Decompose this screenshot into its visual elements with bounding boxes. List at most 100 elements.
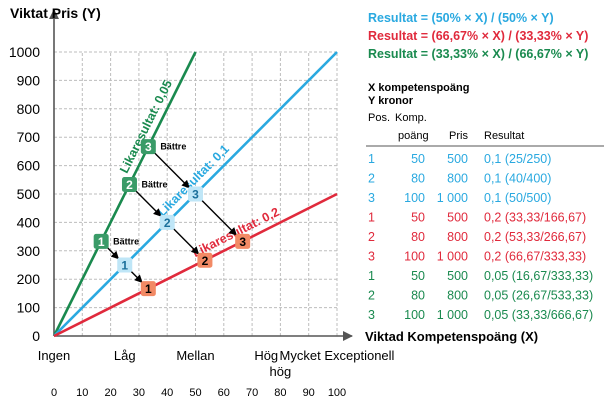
table-cell-resultat: 0,2 (66,67/333,33)	[484, 250, 586, 264]
table-cell-resultat: 0,1 (25/250)	[484, 152, 551, 166]
x-tick-label: 30	[133, 387, 145, 399]
marker-box	[159, 214, 175, 230]
table-cell-pos: 3	[368, 191, 375, 205]
table-cell-komp: 100	[404, 308, 425, 322]
table-cell-pos: 2	[368, 172, 375, 186]
x-tick-label: 0	[51, 387, 57, 399]
y-tick-label: 200	[17, 271, 41, 287]
legend-formula: Resultat = (66,67% × X) / (33,33% × Y)	[368, 29, 588, 43]
x-category-label: Mellan	[176, 348, 214, 363]
table-cell-komp: 50	[411, 211, 425, 225]
x-tick-label: 10	[76, 387, 88, 399]
x-tick-label: 40	[161, 387, 173, 399]
marker-box	[121, 177, 137, 193]
series-label: Likaresultat: 0,2	[190, 205, 281, 260]
table-cell-komp: 50	[411, 269, 425, 283]
x-category-label: hög	[270, 364, 292, 379]
y-tick-label: 0	[32, 328, 40, 344]
y-tick-label: 100	[17, 300, 41, 316]
arrow	[173, 228, 200, 255]
table-cell-resultat: 0,05 (33,33/666,67)	[484, 308, 593, 322]
table-cell-pris: 1 000	[437, 308, 468, 322]
arrows	[107, 152, 238, 283]
table-header-resultat: Resultat	[484, 130, 524, 142]
series-label-group: Likaresultat: 0,2	[190, 205, 281, 260]
x-tick-label: 60	[218, 387, 230, 399]
x-tick-label: 50	[189, 387, 201, 399]
markers: 1 Bättre 2 Bättre 3 Bättre 1 2 3 1 2 3	[93, 139, 251, 297]
marker-box	[235, 233, 251, 249]
x-category-label: Låg	[114, 348, 136, 363]
y-axis-title: Viktat Pris (Y)	[10, 5, 101, 21]
y-tick-label: 500	[17, 186, 41, 202]
table-cell-resultat: 0,2 (53,33/266,67)	[484, 230, 586, 244]
marker-box	[93, 233, 109, 249]
table-cell-komp: 80	[411, 230, 425, 244]
marker-label: 3	[239, 235, 246, 249]
marker-label: 1	[98, 235, 105, 249]
series-label-group: Likaresultat: 0,05	[117, 78, 175, 176]
marker-label: 2	[164, 216, 171, 230]
table-cell-pos: 3	[368, 308, 375, 322]
x-category-label: Hög	[254, 348, 278, 363]
table-cell-pris: 500	[447, 152, 468, 166]
arrow	[130, 270, 143, 283]
table-cell-pris: 500	[447, 211, 468, 225]
series-line	[52, 51, 197, 337]
arrow	[107, 247, 120, 260]
table-header-poang: poäng	[398, 130, 429, 142]
table-header-pos: Pos.	[368, 112, 390, 124]
x-tick-label: 80	[274, 387, 286, 399]
marker-label: 2	[126, 178, 133, 192]
marker-box	[197, 252, 213, 268]
marker-label: 1	[121, 259, 128, 273]
table-cell-resultat: 0,1 (40/400)	[484, 172, 551, 186]
table-cell-pris: 1 000	[437, 250, 468, 264]
axes	[49, 9, 353, 341]
table-cell-pos: 3	[368, 250, 375, 264]
x-tick-label: 20	[104, 387, 116, 399]
marker-box	[140, 281, 156, 297]
x-tick-label: 100	[328, 387, 346, 399]
y-tick-label: 900	[17, 72, 41, 88]
series-label: Likaresultat: 0,05	[117, 78, 175, 176]
table-note-x: X kompetenspoäng	[368, 82, 469, 94]
table-cell-komp: 100	[404, 250, 425, 264]
table-cell-pris: 800	[447, 172, 468, 186]
y-tick-label: 800	[17, 101, 41, 117]
y-tick-label: 600	[17, 158, 41, 174]
chart-text: 0 100 200 300 400 500 600 700 800 900 1000 0 10 20 30 4…	[9, 5, 538, 399]
table-cell-pos: 2	[368, 230, 375, 244]
table-note-y: Y kronor	[368, 95, 414, 107]
marker-note: Bättre	[141, 180, 167, 190]
table-cell-komp: 50	[411, 152, 425, 166]
x-category-label: Ingen	[38, 348, 71, 363]
marker-label: 2	[202, 254, 209, 268]
arrow	[135, 190, 162, 217]
table-cell-resultat: 0,05 (16,67/333,33)	[484, 269, 593, 283]
legend-formula: Resultat = (50% × X) / (50% × Y)	[368, 11, 554, 25]
table-cell-komp: 80	[411, 289, 425, 303]
table-cell-resultat: 0,2 (33,33/166,67)	[484, 211, 586, 225]
table-cell-komp: 100	[404, 191, 425, 205]
y-tick-label: 700	[17, 129, 41, 145]
table-cell-komp: 80	[411, 172, 425, 186]
marker-label: 3	[192, 188, 199, 202]
table-cell-pos: 1	[368, 211, 375, 225]
marker-box	[117, 257, 133, 273]
table-cell-pris: 1 000	[437, 191, 468, 205]
table-cell-pris: 800	[447, 289, 468, 303]
table-cell-resultat: 0,05 (26,67/533,33)	[484, 289, 593, 303]
marker-note: Bättre	[113, 236, 139, 246]
marker-label: 3	[145, 140, 152, 154]
table-cell-pris: 800	[447, 230, 468, 244]
series-line	[53, 192, 338, 338]
marker-label: 1	[145, 282, 152, 296]
table-header-komp: Komp.	[395, 112, 427, 124]
table-cell-pris: 500	[447, 269, 468, 283]
legend-formula: Resultat = (33,33% × X) / (66,67% × Y)	[368, 47, 588, 61]
x-category-label: Mycket Exceptionell	[280, 348, 395, 363]
arrow	[154, 152, 190, 189]
y-tick-label: 1000	[9, 44, 40, 60]
